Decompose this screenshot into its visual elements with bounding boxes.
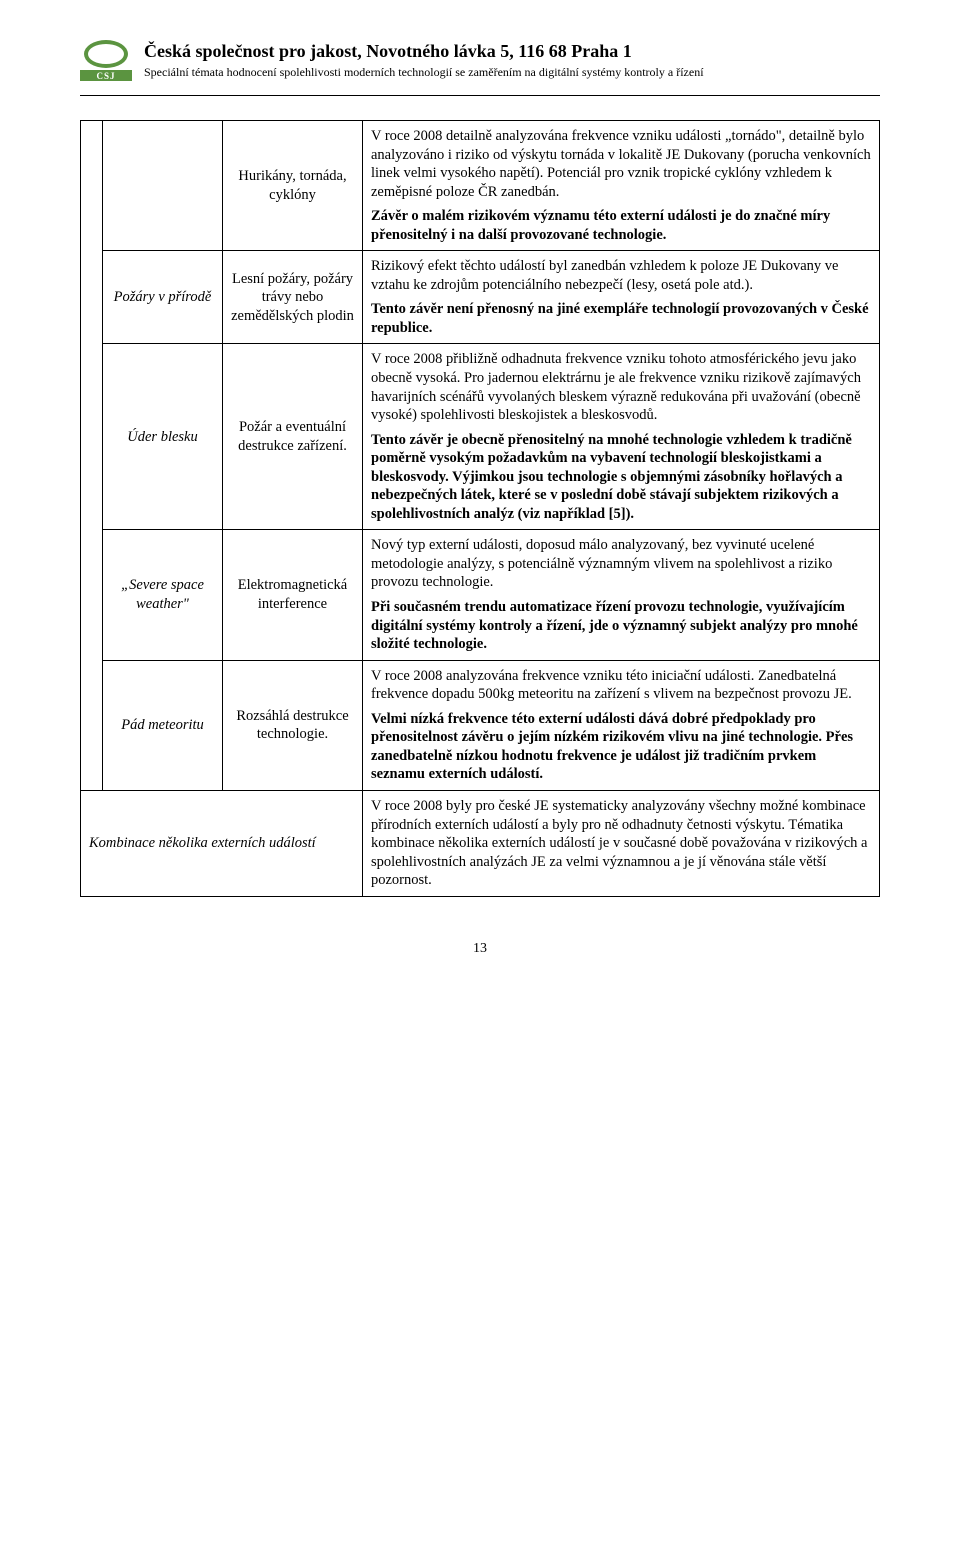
event-cell: Pád meteoritu: [103, 660, 223, 790]
group-cell: [81, 121, 103, 791]
analysis-conclusion: Tento závěr je obecně přenositelný na mn…: [371, 431, 871, 524]
analysis-cell: V roce 2008 byly pro české JE systematic…: [363, 790, 880, 896]
page-number: 13: [80, 941, 880, 957]
analysis-text: V roce 2008 byly pro české JE systematic…: [371, 797, 871, 890]
hazard-cell: Požár a eventuální destrukce zařízení.: [223, 344, 363, 530]
events-table: Hurikány, tornáda, cyklóny V roce 2008 d…: [80, 120, 880, 897]
analysis-cell: V roce 2008 přibližně odhadnuta frekvenc…: [363, 344, 880, 530]
analysis-text: V roce 2008 analyzována frekvence vzniku…: [371, 667, 871, 704]
header-text: Česká společnost pro jakost, Novotného l…: [144, 40, 880, 80]
analysis-text: Nový typ externí události, doposud málo …: [371, 536, 871, 592]
table-row: Požáry v přírodě Lesní požáry, požáry tr…: [81, 251, 880, 344]
logo-ring-icon: [84, 40, 128, 68]
hazard-cell: Hurikány, tornáda, cyklóny: [223, 121, 363, 251]
table-row: Hurikány, tornáda, cyklóny V roce 2008 d…: [81, 121, 880, 251]
analysis-cell: V roce 2008 analyzována frekvence vzniku…: [363, 660, 880, 790]
logo-band: CSJ: [80, 70, 132, 81]
header-divider: [80, 95, 880, 96]
analysis-cell: Rizikový efekt těchto událostí byl zaned…: [363, 251, 880, 344]
hazard-cell: Rozsáhlá destrukce technologie.: [223, 660, 363, 790]
hazard-cell: Elektromagnetická interference: [223, 530, 363, 660]
analysis-text: V roce 2008 detailně analyzována frekven…: [371, 127, 871, 201]
analysis-cell: Nový typ externí události, doposud málo …: [363, 530, 880, 660]
table-row: Pád meteoritu Rozsáhlá destrukce technol…: [81, 660, 880, 790]
combined-event-cell: Kombinace několika externích událostí: [81, 790, 363, 896]
table-row: „Severe space weather" Elektromagnetická…: [81, 530, 880, 660]
event-cell: [103, 121, 223, 251]
table-row: Kombinace několika externích událostí V …: [81, 790, 880, 896]
event-cell: Požáry v přírodě: [103, 251, 223, 344]
analysis-conclusion: Při současném trendu automatizace řízení…: [371, 598, 871, 654]
page: CSJ Česká společnost pro jakost, Novotné…: [0, 0, 960, 997]
analysis-text: Rizikový efekt těchto událostí byl zaned…: [371, 257, 871, 294]
analysis-conclusion: Závěr o malém rizikovém významu této ext…: [371, 207, 871, 244]
logo: CSJ: [80, 40, 132, 81]
event-cell: „Severe space weather": [103, 530, 223, 660]
analysis-text: V roce 2008 přibližně odhadnuta frekvenc…: [371, 350, 871, 424]
event-cell: Úder blesku: [103, 344, 223, 530]
org-subtitle: Speciální témata hodnocení spolehlivosti…: [144, 65, 880, 80]
org-title: Česká společnost pro jakost, Novotného l…: [144, 40, 880, 63]
hazard-cell: Lesní požáry, požáry trávy nebo zeměděls…: [223, 251, 363, 344]
page-header: CSJ Česká společnost pro jakost, Novotné…: [80, 40, 880, 81]
analysis-conclusion: Tento závěr není přenosný na jiné exempl…: [371, 300, 871, 337]
analysis-cell: V roce 2008 detailně analyzována frekven…: [363, 121, 880, 251]
table-row: Úder blesku Požár a eventuální destrukce…: [81, 344, 880, 530]
analysis-conclusion: Velmi nízká frekvence této externí událo…: [371, 710, 871, 784]
